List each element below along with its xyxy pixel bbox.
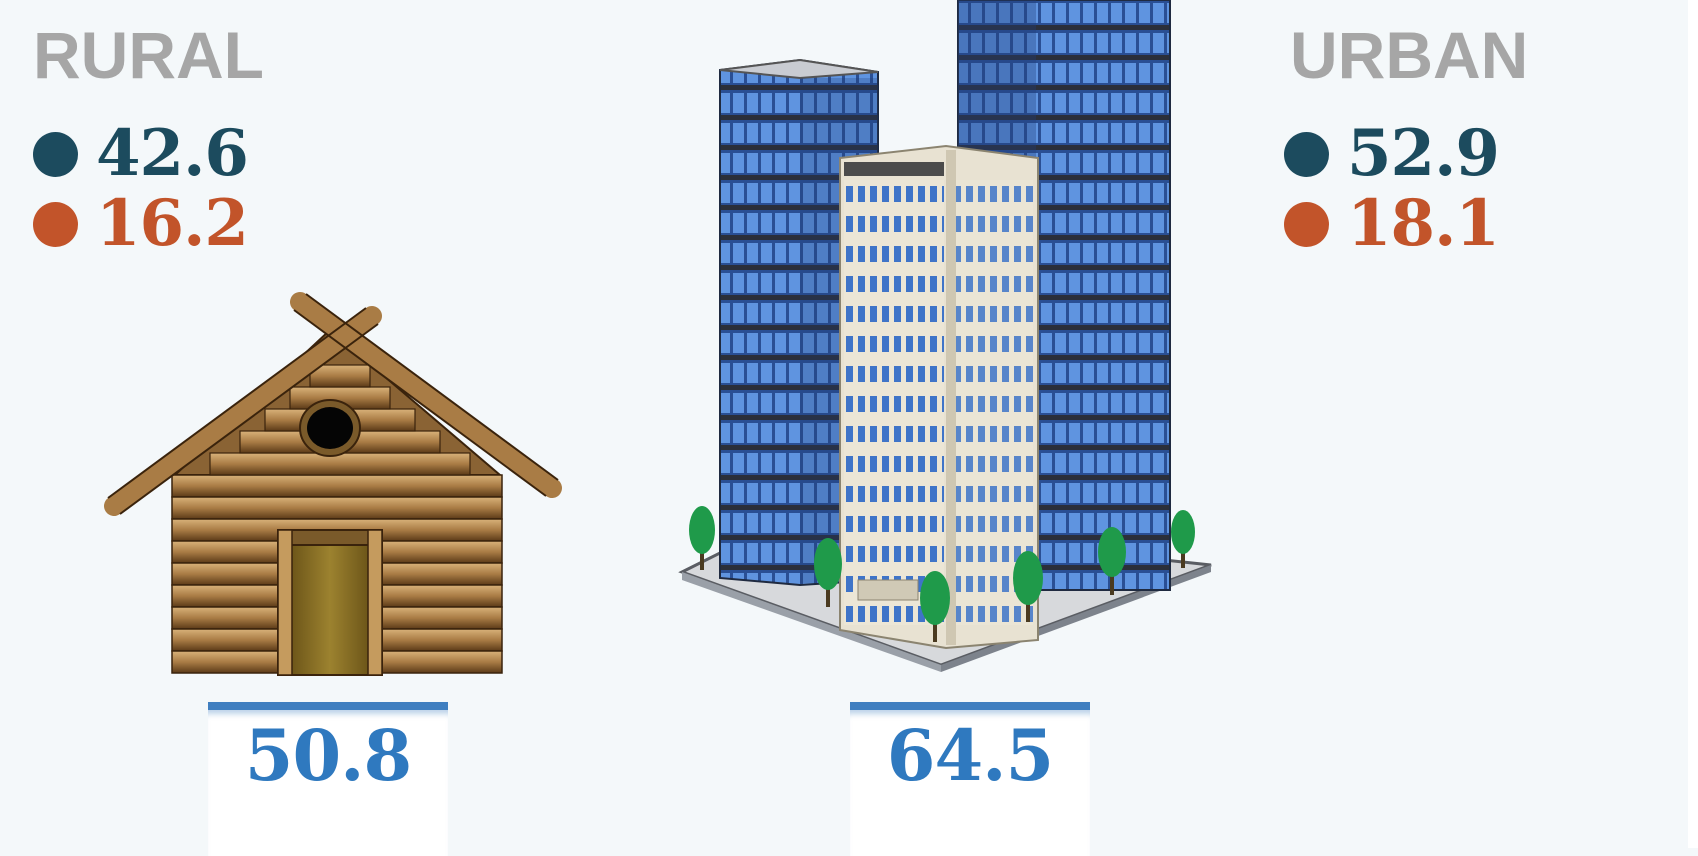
urban-total-value: 64.5	[886, 714, 1055, 797]
rural-total-box: 50.8	[208, 702, 448, 856]
dark-dot-icon	[1284, 131, 1329, 177]
log-cabin-icon	[104, 292, 562, 676]
tree-icons	[689, 506, 1195, 642]
right-edge-panel	[1688, 0, 1698, 848]
rural-total-value: 50.8	[244, 714, 413, 797]
urban-total-box: 64.5	[850, 702, 1090, 856]
rural-stat-orange: 16.2	[33, 186, 249, 262]
rural-stat-dark-value: 42.6	[96, 116, 249, 191]
urban-heading: URBAN	[1290, 18, 1529, 92]
urban-stat-orange-value: 18.1	[1347, 186, 1500, 261]
urban-stat-orange: 18.1	[1284, 186, 1500, 262]
dark-dot-icon	[33, 131, 78, 177]
urban-stat-dark: 52.9	[1284, 116, 1500, 192]
rural-heading: RURAL	[33, 18, 264, 92]
rural-stat-dark: 42.6	[33, 116, 249, 192]
urban-stat-dark-value: 52.9	[1347, 116, 1500, 191]
city-buildings-icon	[678, 0, 1212, 672]
orange-dot-icon	[1284, 201, 1329, 247]
orange-dot-icon	[33, 201, 78, 247]
rural-stat-orange-value: 16.2	[96, 186, 249, 261]
